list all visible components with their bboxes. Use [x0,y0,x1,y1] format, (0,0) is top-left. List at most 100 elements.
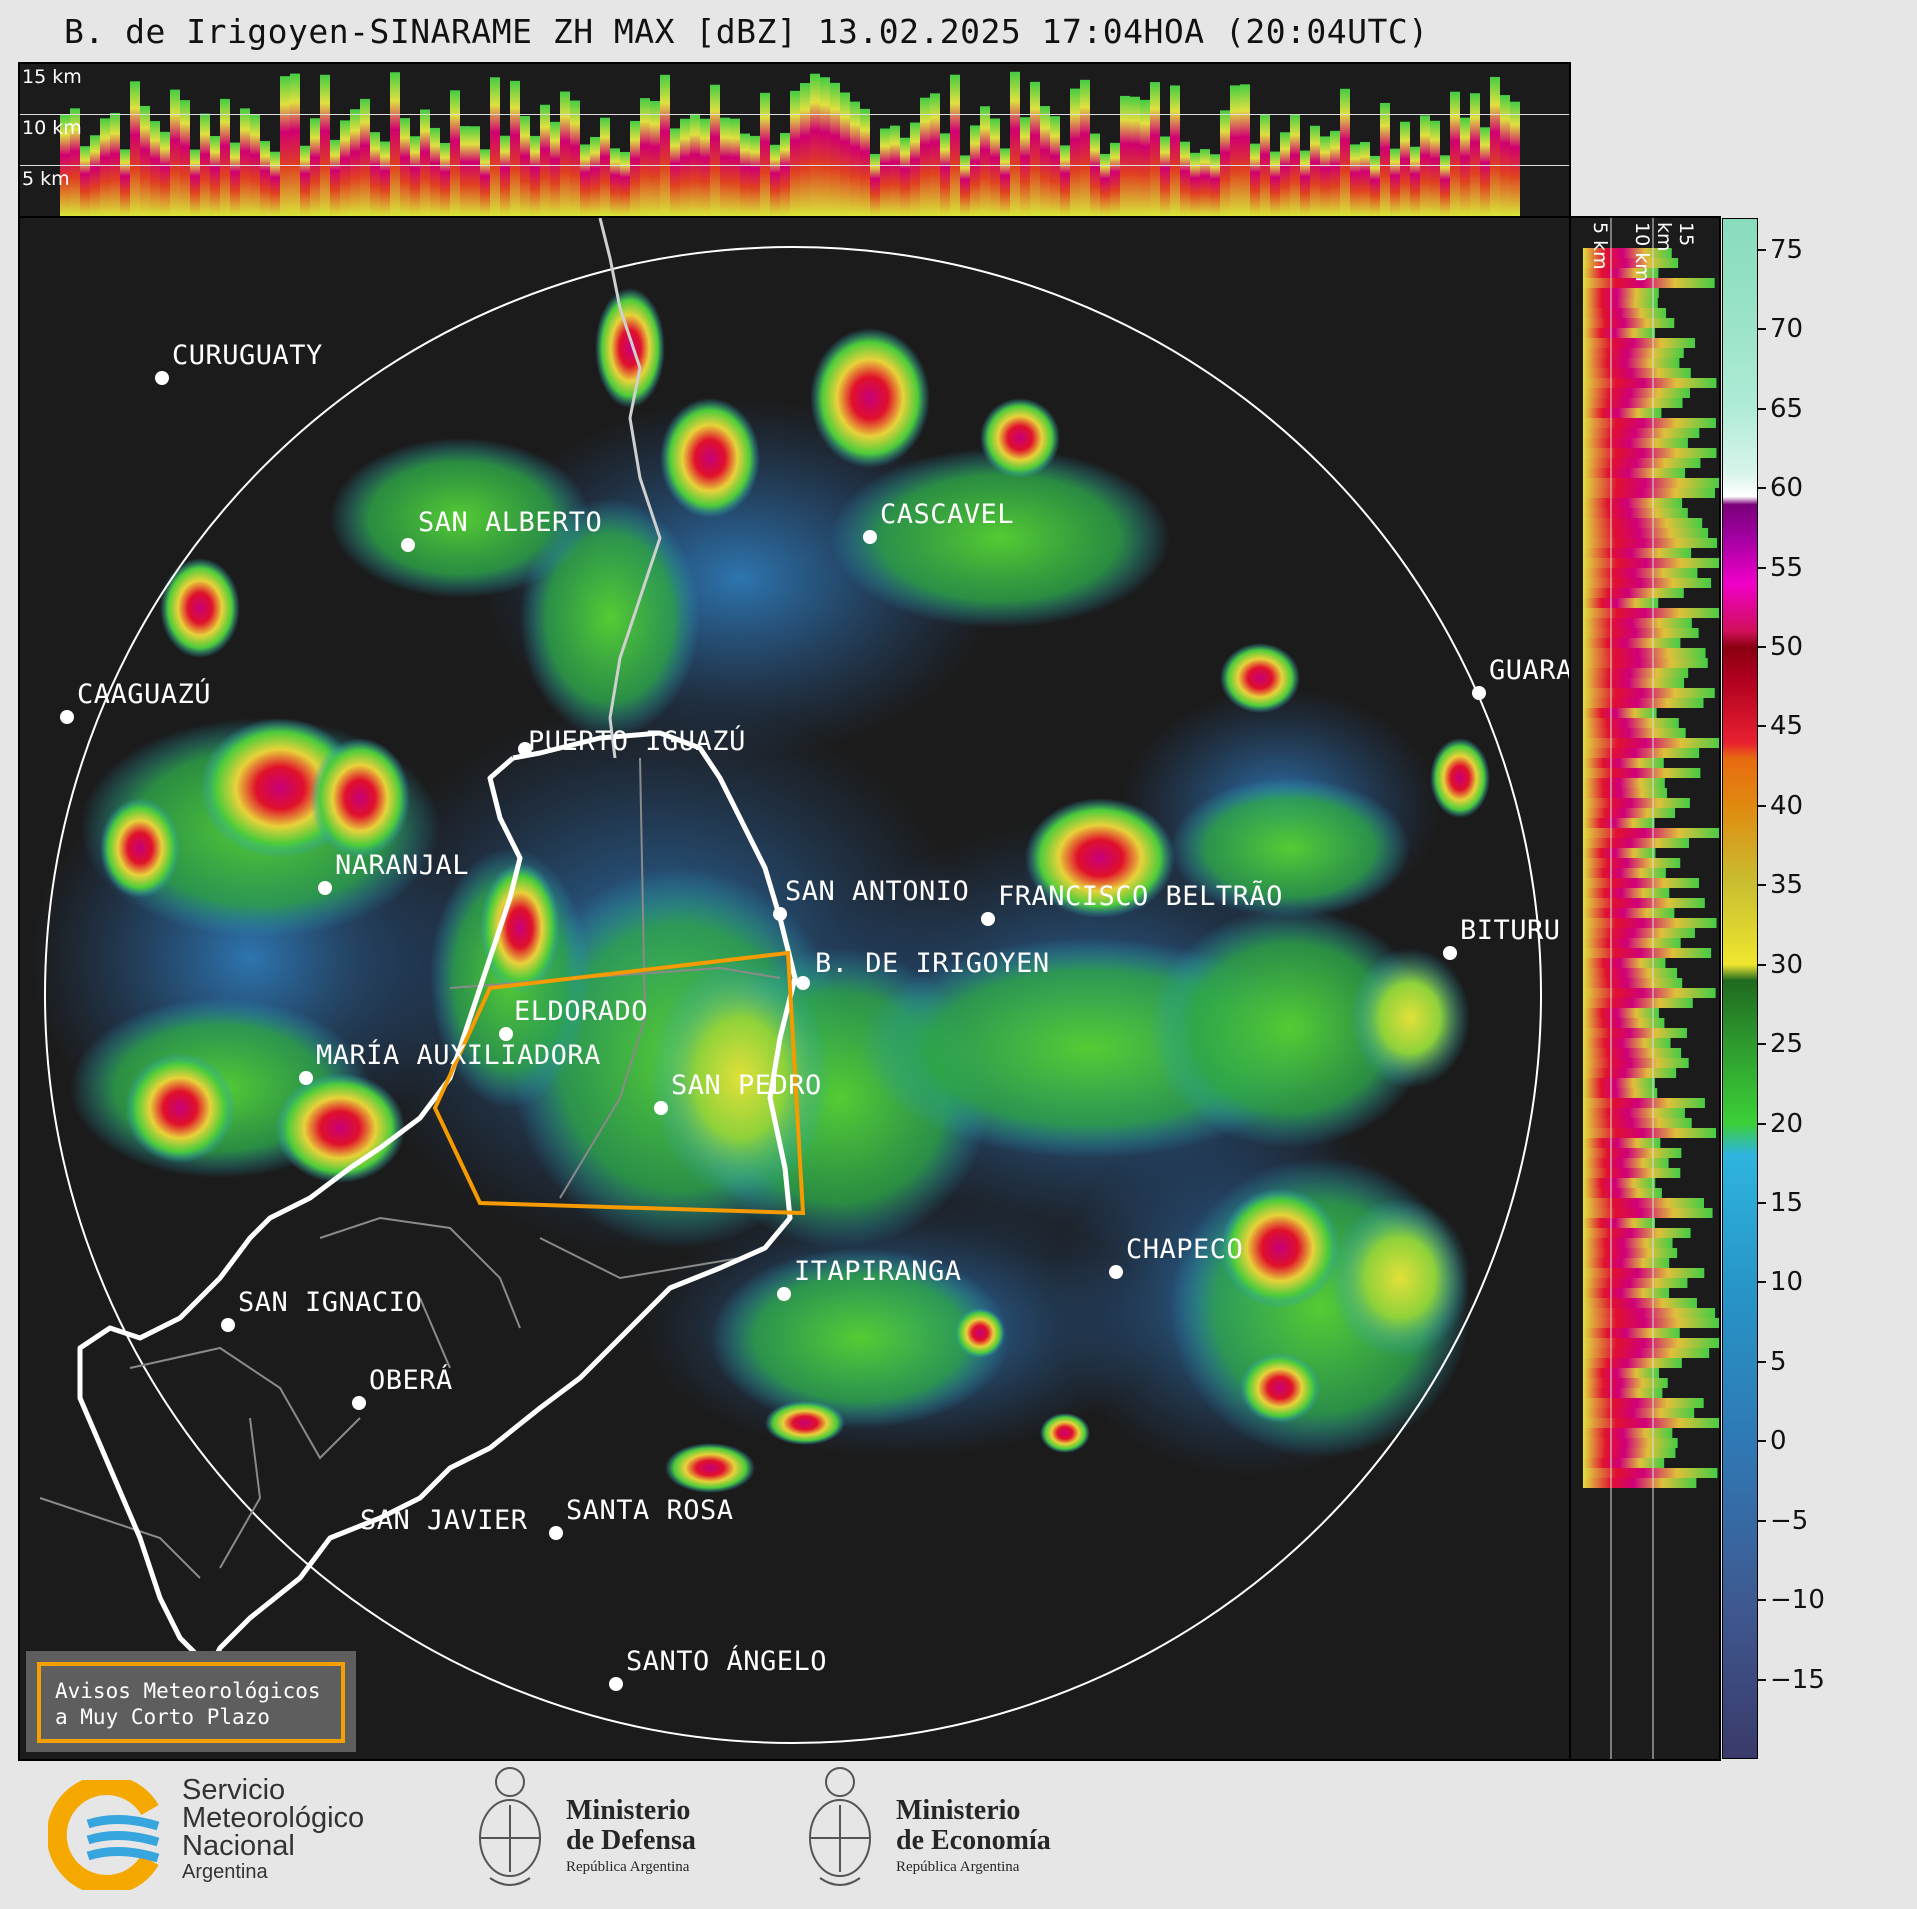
colorbar-tick [1758,725,1766,728]
top-echo-column [730,118,740,216]
svg-text:ELDORADO: ELDORADO [514,996,648,1027]
top-echo-column [80,146,90,216]
smn-logo-icon [48,1780,160,1890]
radar-map-panel: CURUGUATY SAN ALBERTO CASCAVEL CAAGUAZÚ … [18,216,1571,1761]
top-echo-column [1440,155,1450,216]
warning-legend-text: Avisos Meteorológicos a Muy Corto Plazo [55,1678,321,1730]
side-echo-row [1583,718,1679,728]
top-echo-column [1170,85,1180,216]
top-echo-column [500,135,510,216]
side-echo-row [1583,1238,1673,1248]
warning-legend-line2: a Muy Corto Plazo [55,1705,270,1729]
colorbar-tick [1758,804,1766,807]
svg-text:CHAPECO: CHAPECO [1126,1234,1243,1265]
city-puerto-iguazu: PUERTO IGUAZÚ [518,725,746,757]
side-echo-row [1583,1208,1713,1218]
side-echo-row [1583,828,1719,838]
side-echo-row [1583,788,1668,798]
side-echo-row [1583,358,1680,368]
side-echo-row [1583,778,1665,788]
top-echo-column [780,133,790,216]
svg-text:SAN IGNACIO: SAN IGNACIO [238,1287,422,1318]
top-echo-column [720,117,730,216]
top-echo-column [560,91,570,216]
top-echo-column [870,153,880,216]
colorbar-tick [1758,487,1766,490]
colorbar-tick [1758,566,1766,569]
top-echo-column [890,125,900,216]
side-echo-row [1583,458,1701,468]
side-echo-row [1583,1138,1661,1148]
map-title: B. de Irigoyen-SINARAME ZH MAX [dBZ] 13.… [64,12,1429,51]
side-echo-row [1583,268,1659,278]
side-echo-row [1583,538,1718,548]
top-echo-column [410,136,420,216]
side-echo-row [1583,748,1700,758]
side-echo-row [1583,438,1688,448]
top-echo-column [480,149,490,216]
smn-line1: Servicio [182,1774,286,1806]
colorbar-tick-label: 50 [1770,631,1804,662]
side-echo-row [1583,1198,1704,1208]
top-echo-column [1050,116,1060,216]
top-echo-column [1060,145,1070,216]
top-echo-column [820,77,830,216]
side-echo-row [1583,1308,1716,1318]
side-echo-row [1583,1248,1678,1258]
top-echo-column [900,137,910,216]
svg-text:PUERTO IGUAZÚ: PUERTO IGUAZÚ [528,725,746,757]
top-echo-column [880,128,890,216]
top-echo-column [1390,148,1400,216]
colorbar-tick-label: −5 [1770,1505,1809,1536]
colorbar-tick [1758,1440,1766,1443]
side-echo-row [1583,1218,1656,1228]
top-echo-column [210,136,220,216]
svg-text:SAN ALBERTO: SAN ALBERTO [418,507,602,538]
side-echo-row [1583,978,1683,988]
top-echo-column [1020,117,1030,216]
svg-text:BITURU: BITURU [1460,915,1561,946]
side-echo-row [1583,728,1686,738]
city-maria-auxiliadora: MARÍA AUXILIADORA [299,1039,600,1085]
svg-text:SAN JAVIER: SAN JAVIER [360,1505,528,1536]
top-echo-column [430,127,440,216]
side-echo-row [1583,1388,1663,1398]
top-echo-column [300,145,310,216]
top-echo-column [1040,106,1050,216]
top-echo-column [460,126,470,216]
side-echo-row [1583,708,1657,718]
top-echo-column [100,118,110,216]
top-echo-column [610,148,620,216]
side-echo-row [1583,508,1688,518]
top-echo-column [240,108,250,216]
side-echo-row [1583,818,1655,828]
top-echo-column [540,104,550,216]
top-echo-column [390,72,400,216]
svg-text:SANTA ROSA: SANTA ROSA [566,1495,734,1526]
city-naranjal: NARANJAL [318,850,469,895]
economia-line2: de Economía [896,1825,1051,1856]
colorbar-tick [1758,1281,1766,1284]
side-echo-row [1583,1288,1670,1298]
side-echo-row [1583,258,1679,268]
svg-text:CASCAVEL: CASCAVEL [880,499,1014,530]
top-echo-column [770,144,780,216]
top-echo-column [1450,91,1460,216]
top-echo-column [740,133,750,216]
top-echo-column [960,155,970,216]
municipal-borders [39,757,781,1579]
colorbar-tick [1758,1519,1766,1522]
city-san-javier: SAN JAVIER [360,1505,528,1536]
side-echo-row [1583,1188,1662,1198]
side-echo-row [1583,638,1681,648]
top-echo-column [1240,84,1250,216]
side-echo-row [1583,378,1717,388]
top-echo-column [1160,136,1170,216]
city-obera: OBERÁ [352,1364,452,1410]
top-echo-column [350,109,360,216]
side-echo-row [1583,498,1683,508]
km-label-5: 5 km [22,168,70,190]
colorbar-tick-label: 75 [1770,234,1804,265]
smn-line3: Nacional [182,1830,295,1862]
top-echo-column [1350,144,1360,216]
